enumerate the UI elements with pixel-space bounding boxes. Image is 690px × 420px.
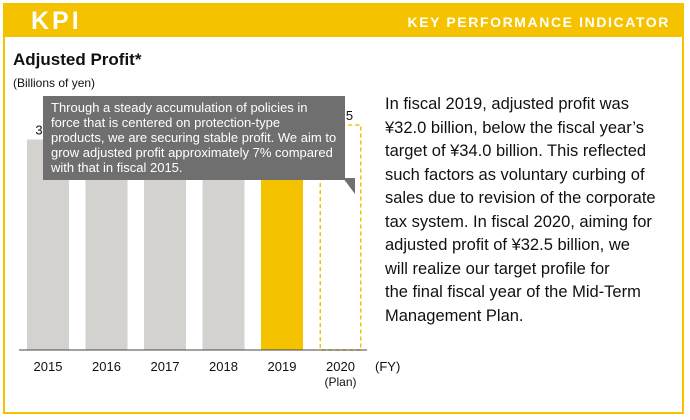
chart-title: Adjusted Profit* <box>13 50 142 69</box>
kpi-panel: KPI KEY PERFORMANCE INDICATOR Adjusted P… <box>3 3 684 414</box>
description-line: will realize our target profile for <box>385 259 610 278</box>
kpi-header: KPI KEY PERFORMANCE INDICATOR <box>5 5 682 37</box>
chart-unit: (Billions of yen) <box>13 76 96 90</box>
description-line: target of ¥34.0 billion. This reflected <box>385 142 647 160</box>
adjusted-profit-chart: 30.4201529.1201629.2201732.8201832.02019… <box>19 106 400 389</box>
bar-2016 <box>85 148 128 350</box>
x-tick-label: 2015 <box>34 359 63 374</box>
description-line: tax system. In fiscal 2020, aiming for <box>385 212 652 231</box>
x-tick-label: 2019 <box>268 359 297 374</box>
x-tick-label: 2017 <box>151 359 180 374</box>
description-line: ¥32.0 billion, below the fiscal year’s <box>385 118 644 137</box>
description-line: the final fiscal year of the Mid-Term <box>385 283 641 301</box>
chart-annotation: Through a steady accumulation of policie… <box>43 96 345 180</box>
x-tick-label: 2020 <box>326 359 355 374</box>
kpi-title: KPI <box>31 7 82 35</box>
description-line: adjusted profit of ¥32.5 billion, we <box>385 236 630 254</box>
x-tick-label: 2016 <box>92 359 121 374</box>
x-axis-label: (FY) <box>375 359 400 374</box>
annotation-pointer <box>343 178 355 194</box>
description-line: such factors as voluntary curbing of <box>385 165 645 184</box>
x-tick-label: 2018 <box>209 359 238 374</box>
x-tick-sublabel: (Plan) <box>324 375 356 389</box>
description-line: sales due to revision of the corporate <box>385 189 656 207</box>
description-line: In fiscal 2019, adjusted profit was <box>385 95 629 113</box>
description-line: Management Plan. <box>385 306 524 325</box>
kpi-subtitle: KEY PERFORMANCE INDICATOR <box>407 14 670 30</box>
description: In fiscal 2019, adjusted profit was ¥32.… <box>385 93 675 328</box>
bar-2017 <box>144 147 186 350</box>
